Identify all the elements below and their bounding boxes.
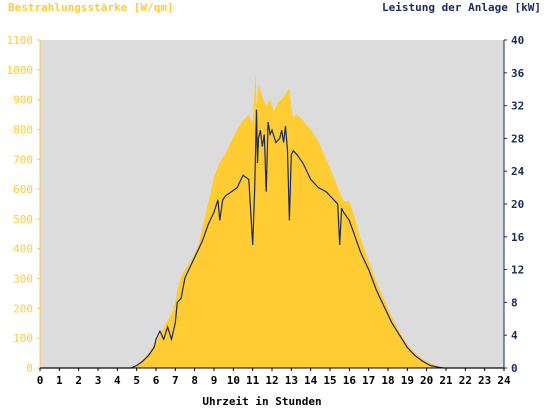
x-tick-label: 18 — [381, 374, 394, 387]
left-tick-label: 100 — [13, 332, 33, 345]
x-tick-label: 2 — [75, 374, 82, 387]
x-tick-label: 14 — [304, 374, 318, 387]
left-tick-label: 1000 — [7, 64, 34, 77]
x-tick-label: 15 — [323, 374, 336, 387]
x-tick-label: 1 — [56, 374, 63, 387]
left-tick-label: 400 — [13, 243, 33, 256]
x-tick-label: 4 — [114, 374, 121, 387]
right-tick-label: 8 — [511, 296, 518, 309]
x-tick-label: 13 — [285, 374, 298, 387]
x-tick-label: 24 — [497, 374, 511, 387]
right-tick-label: 28 — [511, 132, 524, 145]
x-tick-label: 22 — [459, 374, 472, 387]
x-tick-label: 7 — [172, 374, 179, 387]
right-tick-label: 20 — [511, 198, 524, 211]
right-tick-label: 40 — [511, 34, 524, 47]
x-tick-label: 10 — [227, 374, 240, 387]
right-tick-label: 0 — [511, 362, 518, 375]
left-tick-label: 0 — [26, 362, 33, 375]
x-tick-label: 9 — [211, 374, 218, 387]
x-tick-label: 0 — [37, 374, 44, 387]
right-tick-label: 24 — [511, 165, 525, 178]
x-tick-label: 8 — [191, 374, 198, 387]
right-tick-label: 32 — [511, 100, 524, 113]
x-ticks: 0 1 2 3 4 5 6 7 8 9 10 11 12 13 14 15 16 17 18 19 20 21 22 23 24 — [37, 368, 511, 387]
x-tick-label: 3 — [95, 374, 102, 387]
left-tick-label: 300 — [13, 273, 33, 286]
right-tick-label: 4 — [511, 329, 518, 342]
x-tick-label: 5 — [133, 374, 140, 387]
left-tick-label: 900 — [13, 94, 33, 107]
left-tick-label: 1100 — [7, 34, 34, 47]
left-axis-title: Bestrahlungsstärke [W/qm] — [8, 1, 174, 14]
x-tick-label: 6 — [153, 374, 160, 387]
x-tick-label: 21 — [439, 374, 453, 387]
x-tick-label: 23 — [478, 374, 491, 387]
left-tick-label: 700 — [13, 153, 33, 166]
right-axis-title: Leistung der Anlage [kW] — [382, 1, 541, 14]
power-line — [40, 109, 504, 369]
x-tick-label: 12 — [265, 374, 278, 387]
right-tick-label: 16 — [511, 231, 525, 244]
x-tick-label: 19 — [401, 374, 414, 387]
x-tick-label: 20 — [420, 374, 433, 387]
right-tick-label: 36 — [511, 67, 525, 80]
x-axis-title: Uhrzeit in Stunden — [202, 395, 321, 408]
left-y-ticks: 0 100 200 300 400 500 600 700 800 900 1000 1100 — [7, 34, 40, 375]
x-tick-label: 16 — [343, 374, 357, 387]
left-tick-label: 600 — [13, 183, 33, 196]
left-tick-label: 200 — [13, 302, 33, 315]
irradiance-area — [40, 72, 504, 369]
left-tick-label: 500 — [13, 213, 33, 226]
x-tick-label: 11 — [246, 374, 260, 387]
right-tick-label: 12 — [511, 264, 524, 277]
left-tick-label: 800 — [13, 123, 33, 136]
right-y-ticks: 0 4 8 12 16 20 24 28 32 36 40 — [504, 34, 525, 375]
x-tick-label: 17 — [362, 374, 375, 387]
